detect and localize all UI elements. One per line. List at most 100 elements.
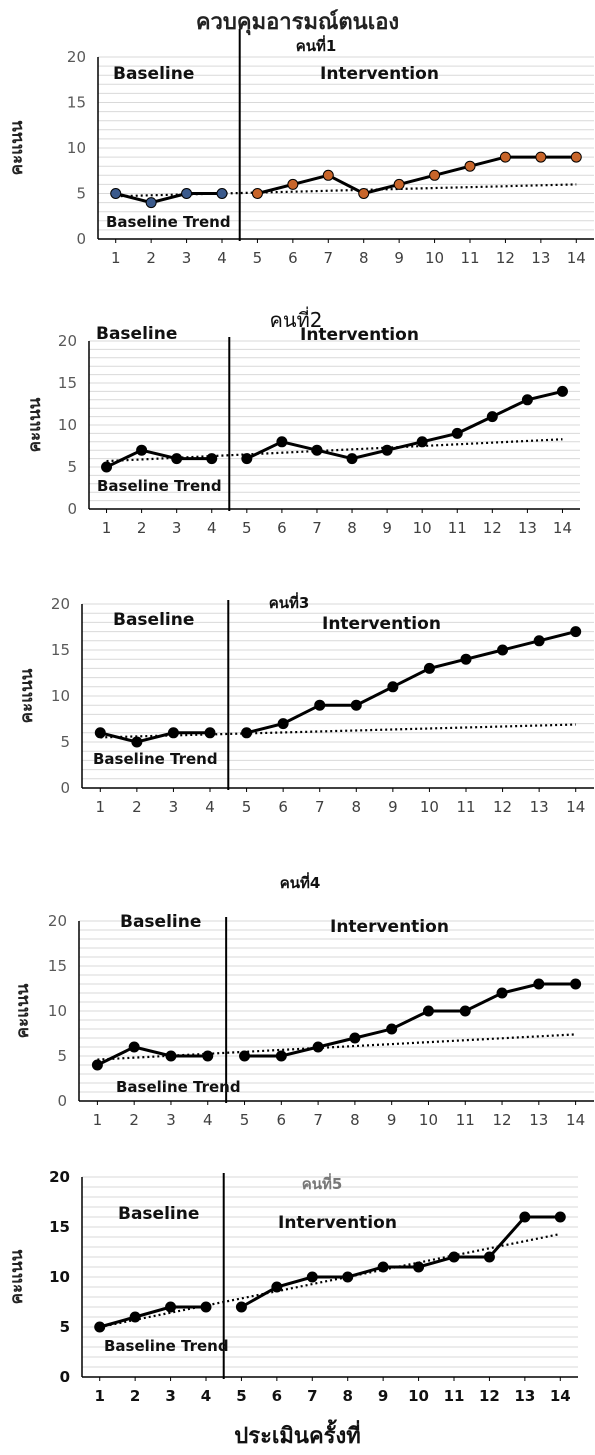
chart4-data-point	[496, 987, 508, 999]
chart1-x-tick-label: 13	[531, 249, 550, 267]
chart5-x-tick-label: 4	[201, 1387, 211, 1405]
chart5-data-point	[94, 1321, 106, 1333]
chart2-data-point	[101, 461, 113, 473]
chart4-x-tick-label: 8	[350, 1111, 360, 1129]
chart3-baseline-trend-label: Baseline Trend	[93, 750, 218, 768]
chart1-data-point	[145, 197, 157, 209]
chart4-data-point	[239, 1050, 251, 1062]
chart4-y-tick-label: 15	[48, 957, 67, 975]
chart1-x-tick-label: 12	[496, 249, 515, 267]
chart4-y-tick-label: 0	[57, 1092, 67, 1110]
chart4-data-point	[202, 1050, 214, 1062]
chart2-intervention-series-line	[246, 389, 563, 461]
chart5-intervention-label: Intervention	[278, 1213, 397, 1233]
chart2-data-point	[311, 444, 323, 456]
chart4-x-tick-label: 1	[93, 1111, 103, 1129]
chart3-data-point	[533, 635, 545, 647]
chart3-x-tick-label: 1	[96, 798, 106, 816]
chart5-x-tick-label: 3	[165, 1387, 175, 1405]
chart5-data-point	[519, 1211, 531, 1223]
chart4-intervention-label: Intervention	[330, 917, 449, 937]
chart4-data-point	[128, 1041, 140, 1053]
chart2-data-point	[136, 444, 148, 456]
chart3-data-point	[94, 727, 106, 739]
chart5-data-point	[483, 1251, 495, 1263]
chart5-data-point	[448, 1251, 460, 1263]
chart3-y-tick-label: 20	[51, 595, 70, 613]
chart1-x-tick-label: 5	[253, 249, 263, 267]
chart2-x-tick-label: 3	[172, 519, 182, 537]
chart4-data-point	[165, 1050, 177, 1062]
chart5-x-tick-label: 9	[378, 1387, 388, 1405]
chart5-baseline-label: Baseline	[118, 1204, 199, 1224]
chart1-y-tick-label: 10	[67, 139, 86, 157]
chart5-x-tick-label: 13	[514, 1387, 535, 1405]
chart3-data-point	[497, 644, 509, 656]
chart4-x-tick-label: 5	[240, 1111, 250, 1129]
chart4-x-tick-label: 10	[419, 1111, 438, 1129]
chart3-x-tick-label: 7	[315, 798, 325, 816]
chart3-x-tick-label: 5	[242, 798, 252, 816]
chart5-x-tick-label: 1	[94, 1387, 104, 1405]
chart3-baseline-trend-line	[100, 723, 576, 739]
chart4-title: คนที่4	[280, 872, 321, 892]
chart4-y-tick-label: 10	[48, 1002, 67, 1020]
chart3-baseline-label: Baseline	[113, 610, 194, 630]
chart5-x-tick-label: 2	[130, 1387, 140, 1405]
chart5-baseline-trend-label: Baseline Trend	[104, 1337, 229, 1355]
chart1-data-point	[429, 169, 441, 181]
chart2-x-tick-label: 2	[137, 519, 147, 537]
chart1-x-tick-label: 7	[324, 249, 334, 267]
chart5-data-point	[235, 1301, 247, 1313]
chart1-data-point	[535, 151, 547, 163]
chart5-y-tick-label: 10	[49, 1268, 70, 1286]
chart2-data-point	[521, 394, 533, 406]
chart2-data-point	[171, 453, 183, 465]
chart1-intervention-label: Intervention	[320, 64, 439, 84]
chart5-baseline-series-line	[99, 1305, 206, 1329]
chart2-data-point	[206, 453, 218, 465]
chart1-title: คนที่1	[296, 35, 337, 55]
chart3-data-point	[204, 727, 216, 739]
chart5-x-tick-label: 8	[342, 1387, 352, 1405]
chart2-data-point	[486, 411, 498, 423]
chart5-data-point	[377, 1261, 389, 1273]
chart2-intervention-label: Intervention	[300, 325, 419, 345]
chart3-x-tick-label: 12	[493, 798, 512, 816]
chart2-x-tick-label: 7	[312, 519, 322, 537]
chart3-y-tick-label: 10	[51, 687, 70, 705]
chart1-y-axis-title: คะแนน	[7, 120, 27, 175]
chart1-data-point	[358, 188, 370, 199]
chart3-y-tick-label: 5	[60, 733, 70, 751]
chart1-data-point	[110, 188, 122, 199]
chart4-data-point	[386, 1023, 398, 1035]
chart5-title: คนที่5	[302, 1173, 343, 1193]
chart3-data-point	[314, 699, 326, 711]
chart1-data-point	[570, 151, 582, 163]
chart1-x-tick-label: 10	[425, 249, 444, 267]
chart2-x-tick-label: 14	[553, 519, 572, 537]
chart2-data-point	[556, 385, 568, 397]
chart5-data-point	[200, 1301, 212, 1313]
chart2-x-tick-label: 6	[277, 519, 287, 537]
chart3-x-tick-label: 14	[566, 798, 585, 816]
chart4-x-tick-label: 13	[529, 1111, 548, 1129]
chart5-y-axis-title: คะแนน	[7, 1249, 27, 1304]
chart4-y-tick-label: 20	[48, 912, 67, 930]
chart3-data-point	[570, 626, 582, 638]
chart3-x-tick-label: 3	[169, 798, 179, 816]
chart2-data-point	[241, 453, 253, 465]
chart2-baseline-trend-label: Baseline Trend	[97, 477, 222, 495]
chart3-x-tick-label: 11	[456, 798, 475, 816]
chart2-x-tick-label: 13	[518, 519, 537, 537]
chart3-x-tick-label: 8	[352, 798, 362, 816]
chart4-y-tick-label: 5	[57, 1047, 67, 1065]
chart1-baseline-trend-label: Baseline Trend	[106, 213, 231, 231]
chart4-data-point	[349, 1032, 361, 1044]
chart4-baseline-series-line	[96, 1045, 208, 1067]
chart3-data-point	[131, 736, 143, 748]
chart2-data-point	[276, 436, 288, 448]
chart4-data-point	[275, 1050, 287, 1062]
chart5-data-point	[554, 1211, 566, 1223]
